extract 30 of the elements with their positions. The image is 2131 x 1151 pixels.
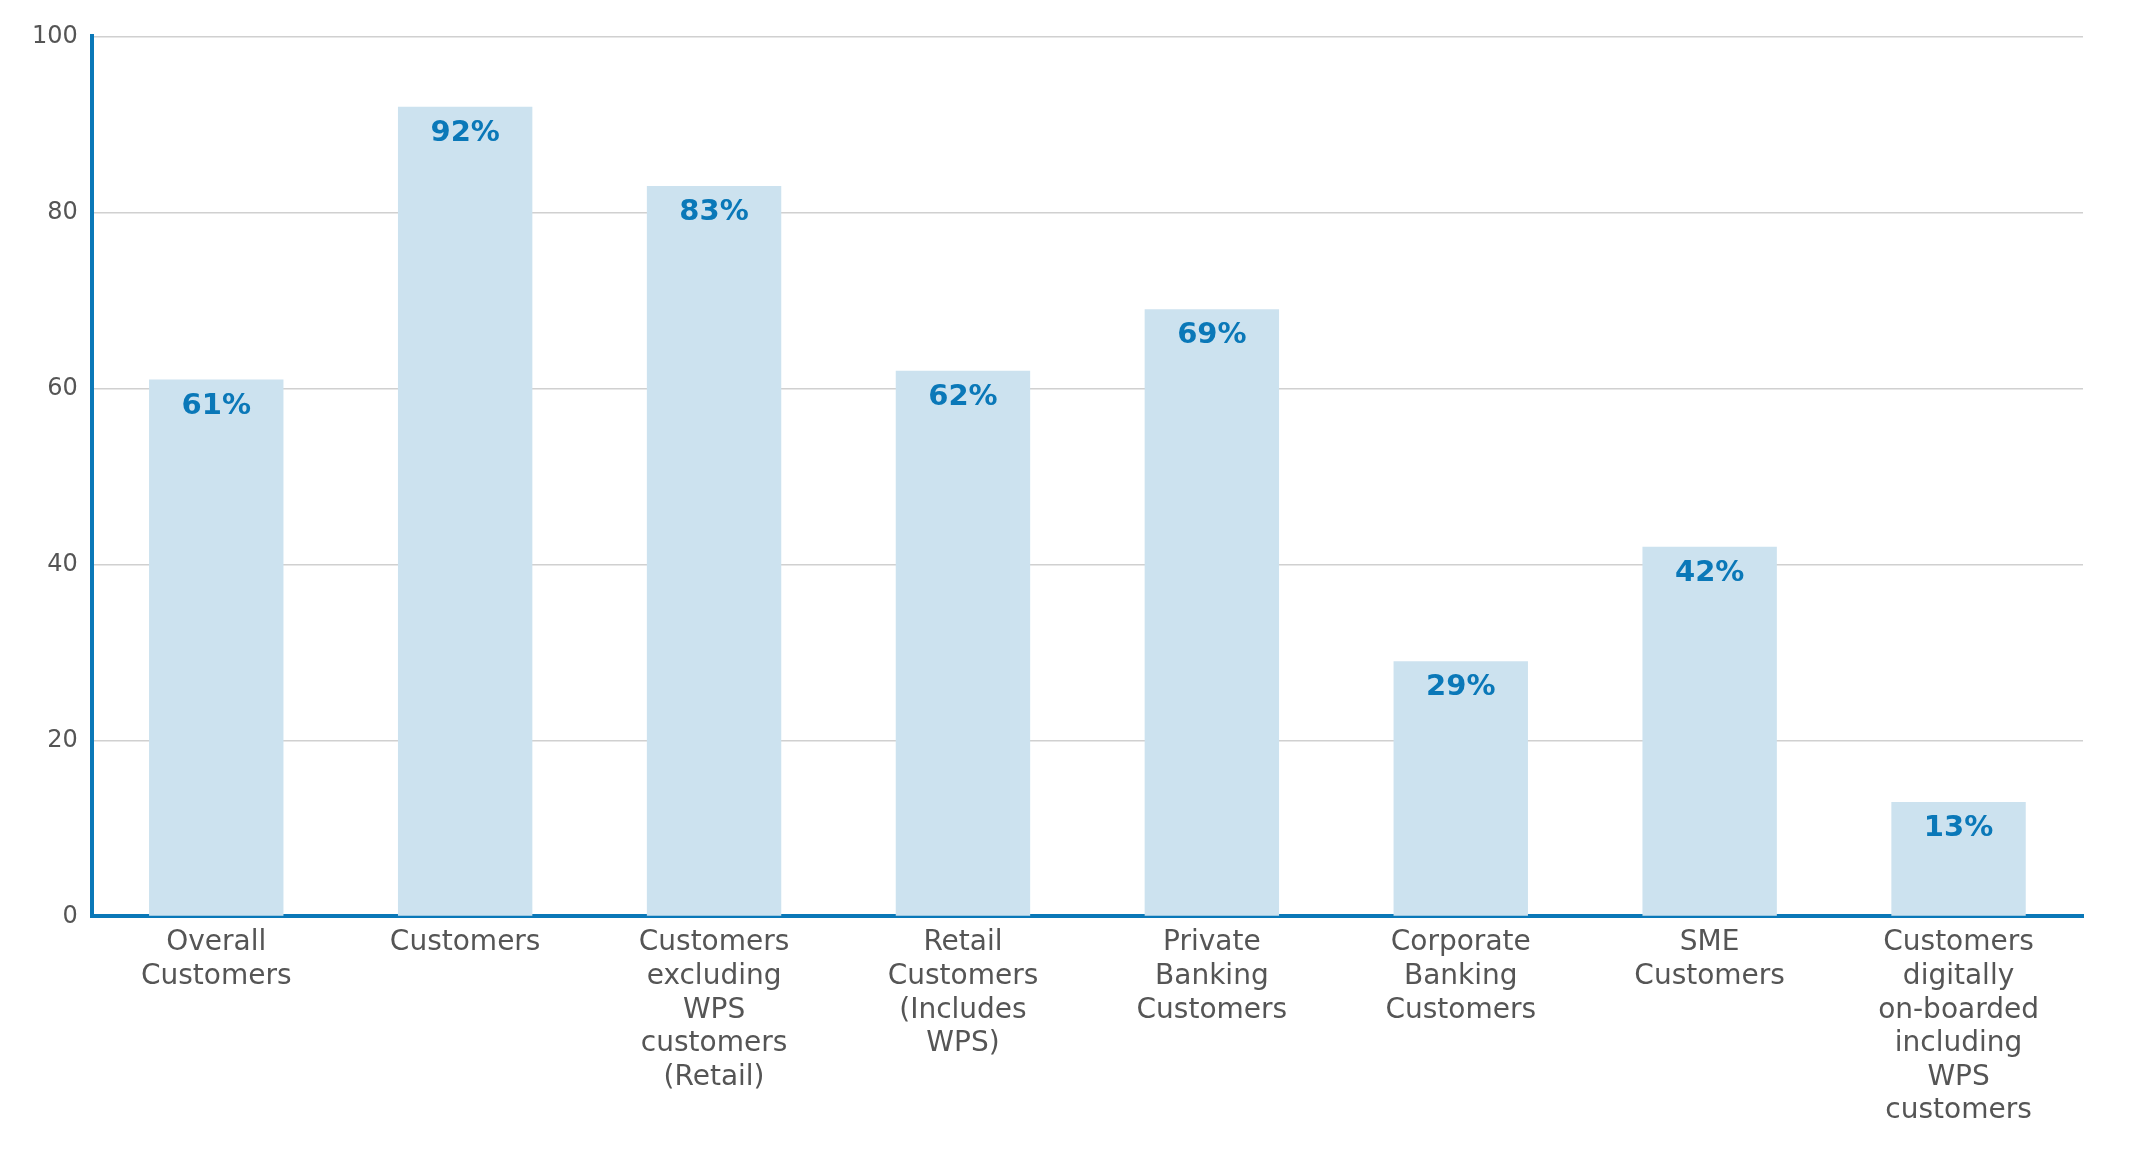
x-tick-label: Customers xyxy=(389,924,541,958)
x-tick-label: Customers excluding WPS customers (Retail) xyxy=(638,924,790,1092)
x-tick-label: Corporate Banking Customers xyxy=(1385,924,1537,1025)
bar xyxy=(149,379,284,916)
data-label: 83% xyxy=(679,193,749,228)
bar xyxy=(895,370,1031,916)
bar xyxy=(1891,802,2026,916)
y-tick-label: 80 xyxy=(47,196,78,225)
x-tick-label: Private Banking Customers xyxy=(1136,924,1288,1025)
data-label: 62% xyxy=(928,377,998,412)
data-label: 13% xyxy=(1923,809,1994,844)
data-label: 42% xyxy=(1674,553,1745,588)
bar xyxy=(646,186,782,916)
x-tick-label: SME Customers xyxy=(1634,924,1785,992)
y-tick-label: 20 xyxy=(47,724,78,753)
bar xyxy=(1393,661,1528,916)
data-label: 61% xyxy=(181,386,251,421)
bar xyxy=(397,106,533,916)
y-tick-label: 100 xyxy=(32,20,78,49)
data-label: 92% xyxy=(430,113,500,148)
y-tick-label: 0 xyxy=(62,900,78,929)
x-tick-label: Overall Customers xyxy=(140,924,292,992)
data-label: 69% xyxy=(1177,316,1247,351)
y-tick-label: 40 xyxy=(47,548,78,577)
y-tick-label: 60 xyxy=(47,372,78,401)
x-tick-label: Retail Customers (Includes WPS) xyxy=(887,924,1039,1059)
x-tick-label: Customers digitally on-boarded including WPS customers xyxy=(1878,924,2039,1126)
bar xyxy=(1144,309,1280,916)
bar xyxy=(1642,546,1777,916)
data-label: 29% xyxy=(1426,668,1496,703)
